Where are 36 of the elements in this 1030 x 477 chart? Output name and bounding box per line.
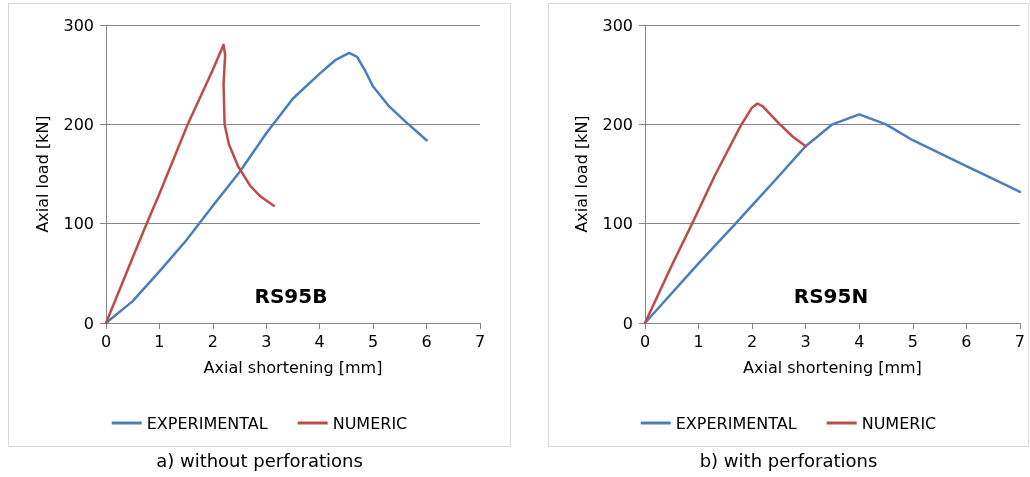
x-tick-label: 1: [154, 331, 165, 351]
y-tick-label: 200: [602, 114, 633, 134]
legend-label: EXPERIMENTAL: [675, 413, 797, 433]
x-tick-label: 3: [261, 331, 272, 351]
x-tick-label: 1: [693, 331, 704, 351]
legend-label: EXPERIMENTAL: [146, 413, 268, 433]
x-tick-label: 4: [854, 331, 865, 351]
text: b) with perforations: [698, 450, 879, 471]
x-tick-label: 7: [474, 331, 486, 351]
y-tick-label: 100: [63, 214, 94, 234]
x-tick-label: 7: [1014, 331, 1025, 351]
y-tick-label: 300: [602, 15, 633, 35]
x-tick-label: 3: [800, 331, 811, 351]
x-tick-label: 2: [747, 331, 758, 351]
x-tick-label: 4: [314, 331, 325, 351]
y-axis-title: Axial load [kN]: [32, 115, 52, 233]
x-tick-label: 2: [207, 331, 218, 351]
y-tick-label: 300: [63, 15, 94, 35]
x-tick-label: 5: [368, 331, 379, 351]
x-tick-label: 0: [639, 331, 651, 351]
annotation: RS95N: [793, 284, 869, 308]
y-tick-label: 0: [622, 313, 633, 333]
x-axis-title: Axial shortening [mm]: [203, 357, 383, 377]
annotation: RS95B: [254, 284, 328, 308]
x-tick-label: 5: [907, 331, 918, 351]
legend-label: NUMERIC: [861, 413, 937, 433]
y-axis-title: Axial load [kN]: [571, 115, 591, 233]
x-axis-title: Axial shortening [mm]: [743, 357, 922, 377]
x-tick-label: 0: [100, 331, 112, 351]
y-tick-label: 0: [83, 313, 94, 333]
text: a) without perforations: [155, 450, 364, 471]
y-tick-label: 100: [602, 214, 633, 234]
y-tick-label: 200: [63, 114, 94, 134]
legend-label: NUMERIC: [332, 413, 408, 433]
x-tick-label: 6: [421, 331, 432, 351]
x-tick-label: 6: [961, 331, 972, 351]
